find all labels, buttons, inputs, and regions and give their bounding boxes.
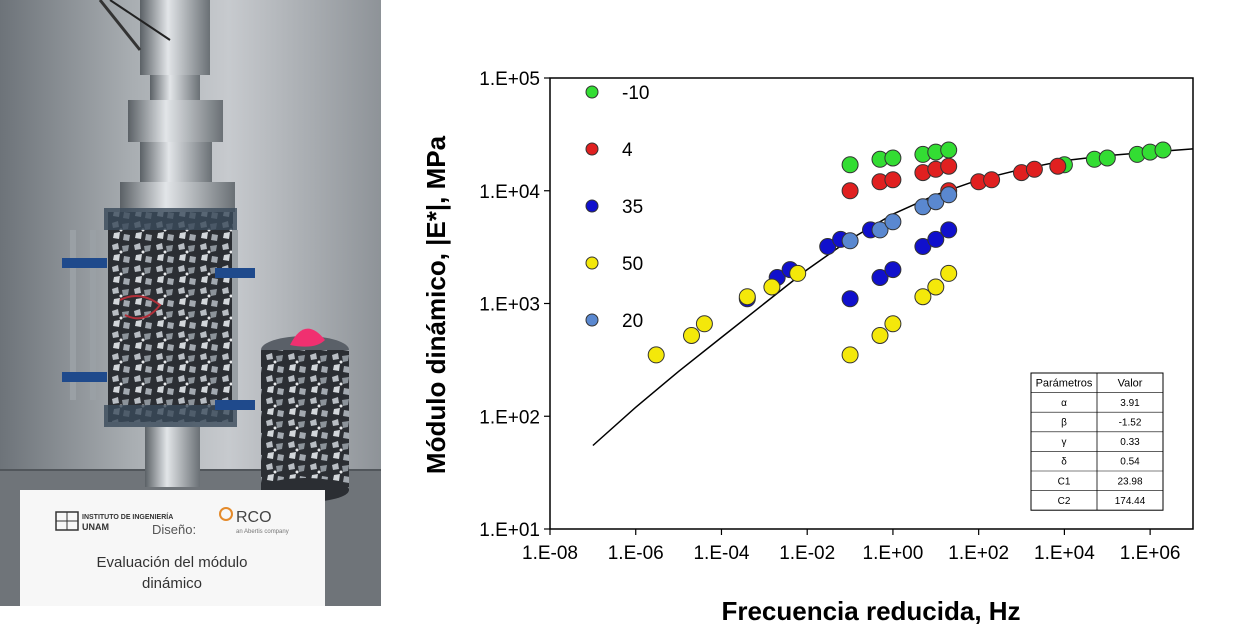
data-point--10 (1098, 149, 1116, 167)
data-point-50 (940, 264, 958, 282)
legend-swatch-35 (585, 199, 599, 213)
legend-swatch-50 (585, 256, 599, 270)
card-design-label: Diseño: (152, 522, 196, 537)
data-point-50 (647, 346, 665, 364)
table-header-cell: Parámetros (1036, 377, 1093, 389)
x-tick-label: 1.E-02 (779, 543, 835, 564)
legend-label-50: 50 (622, 254, 643, 275)
card-unam-text: UNAM (82, 522, 109, 532)
table-header-cell: Valor (1118, 377, 1143, 389)
data-point-50 (695, 315, 713, 333)
legend-swatch-20 (585, 313, 599, 327)
data-point-4 (1049, 157, 1067, 175)
data-point-35 (841, 290, 859, 308)
data-point-50 (738, 288, 756, 306)
legend-label-35: 35 (622, 197, 643, 218)
legend-label-4: 4 (622, 140, 633, 161)
axis-ticks: 1.E-08 1.E-06 1.E-04 1.E-02 1.E+00 1.E+02 1.E+… (479, 69, 1180, 564)
data-point--10 (940, 141, 958, 159)
table-param-cell: δ (1061, 457, 1067, 468)
x-tick-label: 1.E+02 (948, 543, 1009, 564)
data-point-35 (871, 269, 889, 286)
table-param-cell: α (1061, 398, 1067, 409)
x-tick-label: 1.E+06 (1120, 543, 1181, 564)
legend-swatch-4 (585, 142, 599, 156)
data-point-50 (683, 327, 700, 344)
table-param-cell: C1 (1058, 476, 1071, 487)
data-point-35 (884, 261, 902, 279)
y-tick-label: 1.E+04 (479, 182, 540, 203)
card-title-line1: Evaluación del módulo (97, 554, 248, 571)
data-point--10 (1154, 141, 1172, 159)
table-value-cell: 0.54 (1120, 457, 1140, 468)
specimen-photo: INSTITUTO DE INGENIERÍA UNAM Diseño: RCO… (0, 0, 381, 606)
data-point-20 (940, 186, 958, 204)
card-company-logo: RCO (236, 509, 272, 526)
data-point-50 (841, 346, 859, 364)
data-point--10 (884, 149, 902, 167)
data-point-20 (884, 213, 902, 231)
data-point-4 (940, 157, 958, 175)
data-point-35 (819, 238, 837, 255)
x-tick-label: 1.E+00 (863, 543, 924, 564)
modulus-chart: 1.E-08 1.E-06 1.E-04 1.E-02 1.E+00 1.E+02 1.E+… (421, 69, 1194, 626)
table-param-cell: β (1061, 418, 1067, 429)
data-point-50 (927, 278, 945, 296)
y-tick-label: 1.E+03 (479, 295, 540, 316)
data-point-50 (763, 278, 781, 296)
y-tick-label: 1.E+05 (479, 69, 540, 90)
data-point-35 (927, 230, 945, 248)
data-point-20 (841, 232, 859, 250)
table-value-cell: 23.98 (1117, 476, 1142, 487)
data-point--10 (841, 156, 859, 174)
x-tick-label: 1.E-06 (608, 543, 664, 564)
x-tick-label: 1.E+04 (1034, 543, 1095, 564)
data-point-50 (871, 327, 889, 344)
card-title-line2: dinámico (142, 575, 202, 592)
data-point-35 (914, 238, 932, 255)
data-point-50 (914, 288, 932, 306)
legend-label-20: 20 (622, 311, 643, 332)
table-value-cell: 0.33 (1120, 437, 1140, 448)
card-company-sub: an Abertis company (236, 529, 289, 535)
x-axis-label: Frecuencia reducida, Hz (721, 596, 1020, 626)
data-points (647, 141, 1172, 364)
y-tick-label: 1.E+02 (479, 407, 540, 428)
legend-label--10: -10 (622, 83, 649, 104)
data-point-35 (940, 221, 958, 239)
legend: -10 4 35 50 20 (585, 83, 649, 332)
data-point-4 (1025, 160, 1043, 178)
table-value-cell: 174.44 (1115, 496, 1146, 507)
data-point-4 (983, 171, 1001, 189)
legend-swatch--10 (585, 85, 599, 99)
table-param-cell: γ (1062, 437, 1067, 448)
table-value-cell: 3.91 (1120, 398, 1140, 409)
data-point-50 (884, 315, 902, 333)
table-value-cell: -1.52 (1119, 418, 1142, 429)
x-tick-label: 1.E-04 (693, 543, 749, 564)
y-axis-label: Módulo dinámico, |E*|, MPa (421, 135, 451, 474)
data-point-20 (871, 221, 889, 239)
card-institute-text: INSTITUTO DE INGENIERÍA (82, 512, 173, 521)
x-tick-label: 1.E-08 (522, 543, 578, 564)
data-point-4 (884, 171, 902, 189)
y-tick-label: 1.E+01 (479, 520, 540, 541)
data-point-4 (841, 182, 859, 200)
plot-frame (549, 77, 1194, 530)
data-point-50 (789, 264, 807, 282)
parameters-table: Parámetros Valor α 3.91 β -1.52 γ 0.33 δ 0.54 C1 23… (1030, 372, 1164, 511)
table-param-cell: C2 (1058, 496, 1071, 507)
